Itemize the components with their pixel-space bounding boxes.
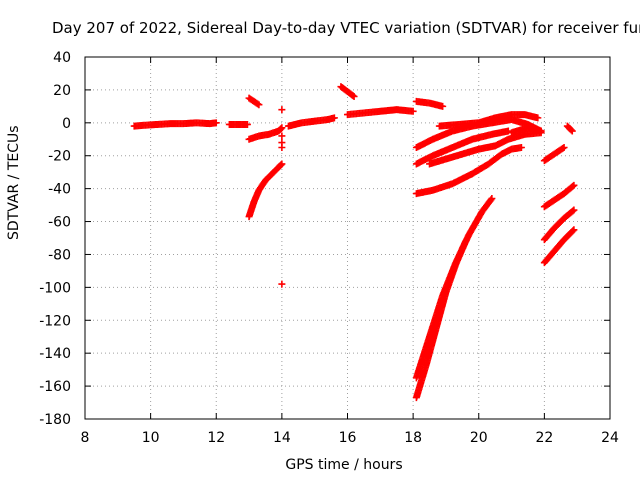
data-point	[212, 119, 220, 127]
data-point	[537, 127, 545, 135]
data-point	[517, 144, 525, 151]
data-point	[255, 101, 263, 109]
data-series	[412, 97, 447, 110]
data-point	[278, 106, 286, 114]
data-point	[569, 182, 577, 190]
data-series	[245, 124, 286, 143]
chart-title: Day 207 of 2022, Sidereal Day-to-day VTE…	[52, 19, 640, 37]
x-tick-label: 16	[339, 430, 357, 446]
data-point	[570, 181, 578, 189]
data-series	[245, 160, 286, 221]
y-tick-label: -40	[48, 182, 71, 198]
data-point	[559, 144, 567, 152]
data-series	[344, 106, 417, 119]
y-tick-label: -60	[48, 215, 71, 231]
data-series	[225, 120, 251, 128]
y-tick-label: 20	[53, 83, 71, 99]
y-tick-label: -120	[39, 313, 71, 329]
data-series	[278, 106, 286, 288]
data-series	[563, 122, 576, 135]
data-point	[278, 144, 286, 151]
data-series	[540, 144, 568, 165]
y-tick-label: -180	[39, 412, 71, 428]
x-tick-label: 18	[404, 430, 422, 446]
data-series	[284, 114, 338, 130]
data-series	[540, 206, 578, 244]
data-point	[487, 196, 495, 204]
x-tick-label: 24	[601, 430, 619, 446]
data-series	[540, 226, 578, 267]
data-point	[569, 227, 577, 235]
data-series	[337, 83, 358, 100]
data-series	[412, 237, 470, 402]
data-point	[277, 125, 285, 133]
y-tick-label: -20	[48, 149, 71, 165]
y-tick-label: -100	[39, 280, 71, 296]
data-series	[412, 127, 512, 168]
x-tick-label: 12	[207, 430, 225, 446]
x-tick-label: 20	[470, 430, 488, 446]
data-point	[277, 161, 285, 169]
data-point	[278, 132, 286, 140]
data-point	[439, 102, 447, 110]
data-series	[412, 144, 525, 198]
data-point	[568, 127, 576, 135]
data-point	[488, 195, 496, 203]
data-point	[570, 226, 578, 234]
data-point	[278, 160, 286, 168]
data-point	[243, 120, 251, 128]
data-point	[254, 100, 262, 108]
data-point	[409, 107, 417, 115]
y-tick-label: -80	[48, 247, 71, 263]
x-tick-label: 14	[273, 430, 291, 446]
data-point	[569, 207, 577, 215]
x-axis-label: GPS time / hours	[285, 457, 403, 473]
data-point	[560, 144, 568, 151]
data-series	[540, 181, 578, 211]
y-tick-label: 40	[53, 50, 71, 66]
x-tick-label: 22	[535, 430, 553, 446]
y-tick-label: -160	[39, 379, 71, 395]
data-point	[278, 124, 286, 132]
data-point	[534, 114, 542, 122]
data-point	[330, 114, 338, 122]
data-series	[412, 195, 496, 382]
data-series	[245, 94, 263, 109]
x-tick-label: 8	[81, 430, 90, 446]
data-series	[130, 119, 220, 130]
data-point	[278, 280, 286, 288]
data-point	[350, 92, 358, 100]
y-axis-label: SDTVAR / TECUs	[6, 125, 22, 240]
data-point	[570, 206, 578, 214]
y-tick-label: 0	[62, 116, 71, 132]
y-tick-label: -140	[39, 346, 71, 362]
data-series	[508, 124, 545, 137]
x-tick-label: 10	[142, 430, 160, 446]
data-point	[349, 92, 357, 100]
data-point	[462, 237, 470, 245]
data-point	[567, 126, 575, 134]
